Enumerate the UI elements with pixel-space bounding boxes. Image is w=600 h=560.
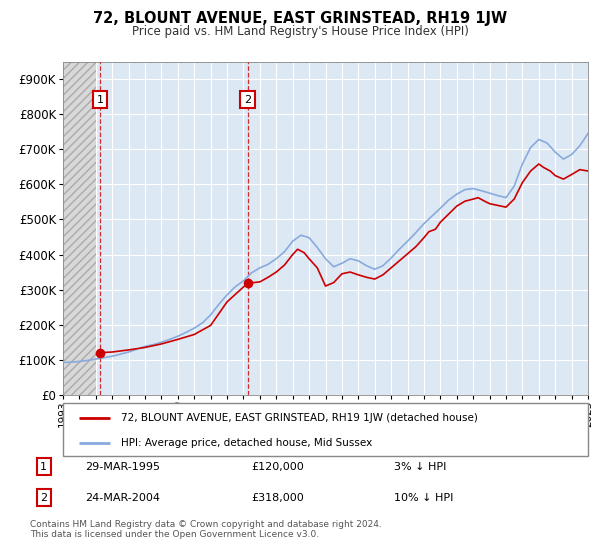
Text: Price paid vs. HM Land Registry's House Price Index (HPI): Price paid vs. HM Land Registry's House … xyxy=(131,25,469,38)
Text: 29-MAR-1995: 29-MAR-1995 xyxy=(85,461,160,472)
Text: 2: 2 xyxy=(244,95,251,105)
Text: 2: 2 xyxy=(40,493,47,503)
Text: £120,000: £120,000 xyxy=(251,461,304,472)
Text: 1: 1 xyxy=(97,95,103,105)
Text: HPI: Average price, detached house, Mid Sussex: HPI: Average price, detached house, Mid … xyxy=(121,438,372,448)
Text: 72, BLOUNT AVENUE, EAST GRINSTEAD, RH19 1JW: 72, BLOUNT AVENUE, EAST GRINSTEAD, RH19 … xyxy=(93,11,507,26)
Text: 72, BLOUNT AVENUE, EAST GRINSTEAD, RH19 1JW (detached house): 72, BLOUNT AVENUE, EAST GRINSTEAD, RH19 … xyxy=(121,413,478,423)
Text: 3% ↓ HPI: 3% ↓ HPI xyxy=(394,461,446,472)
Text: 1: 1 xyxy=(40,461,47,472)
Text: Contains HM Land Registry data © Crown copyright and database right 2024.
This d: Contains HM Land Registry data © Crown c… xyxy=(30,520,382,539)
Text: 24-MAR-2004: 24-MAR-2004 xyxy=(85,493,160,503)
Text: 10% ↓ HPI: 10% ↓ HPI xyxy=(394,493,454,503)
Text: £318,000: £318,000 xyxy=(251,493,304,503)
Bar xyxy=(63,62,96,395)
